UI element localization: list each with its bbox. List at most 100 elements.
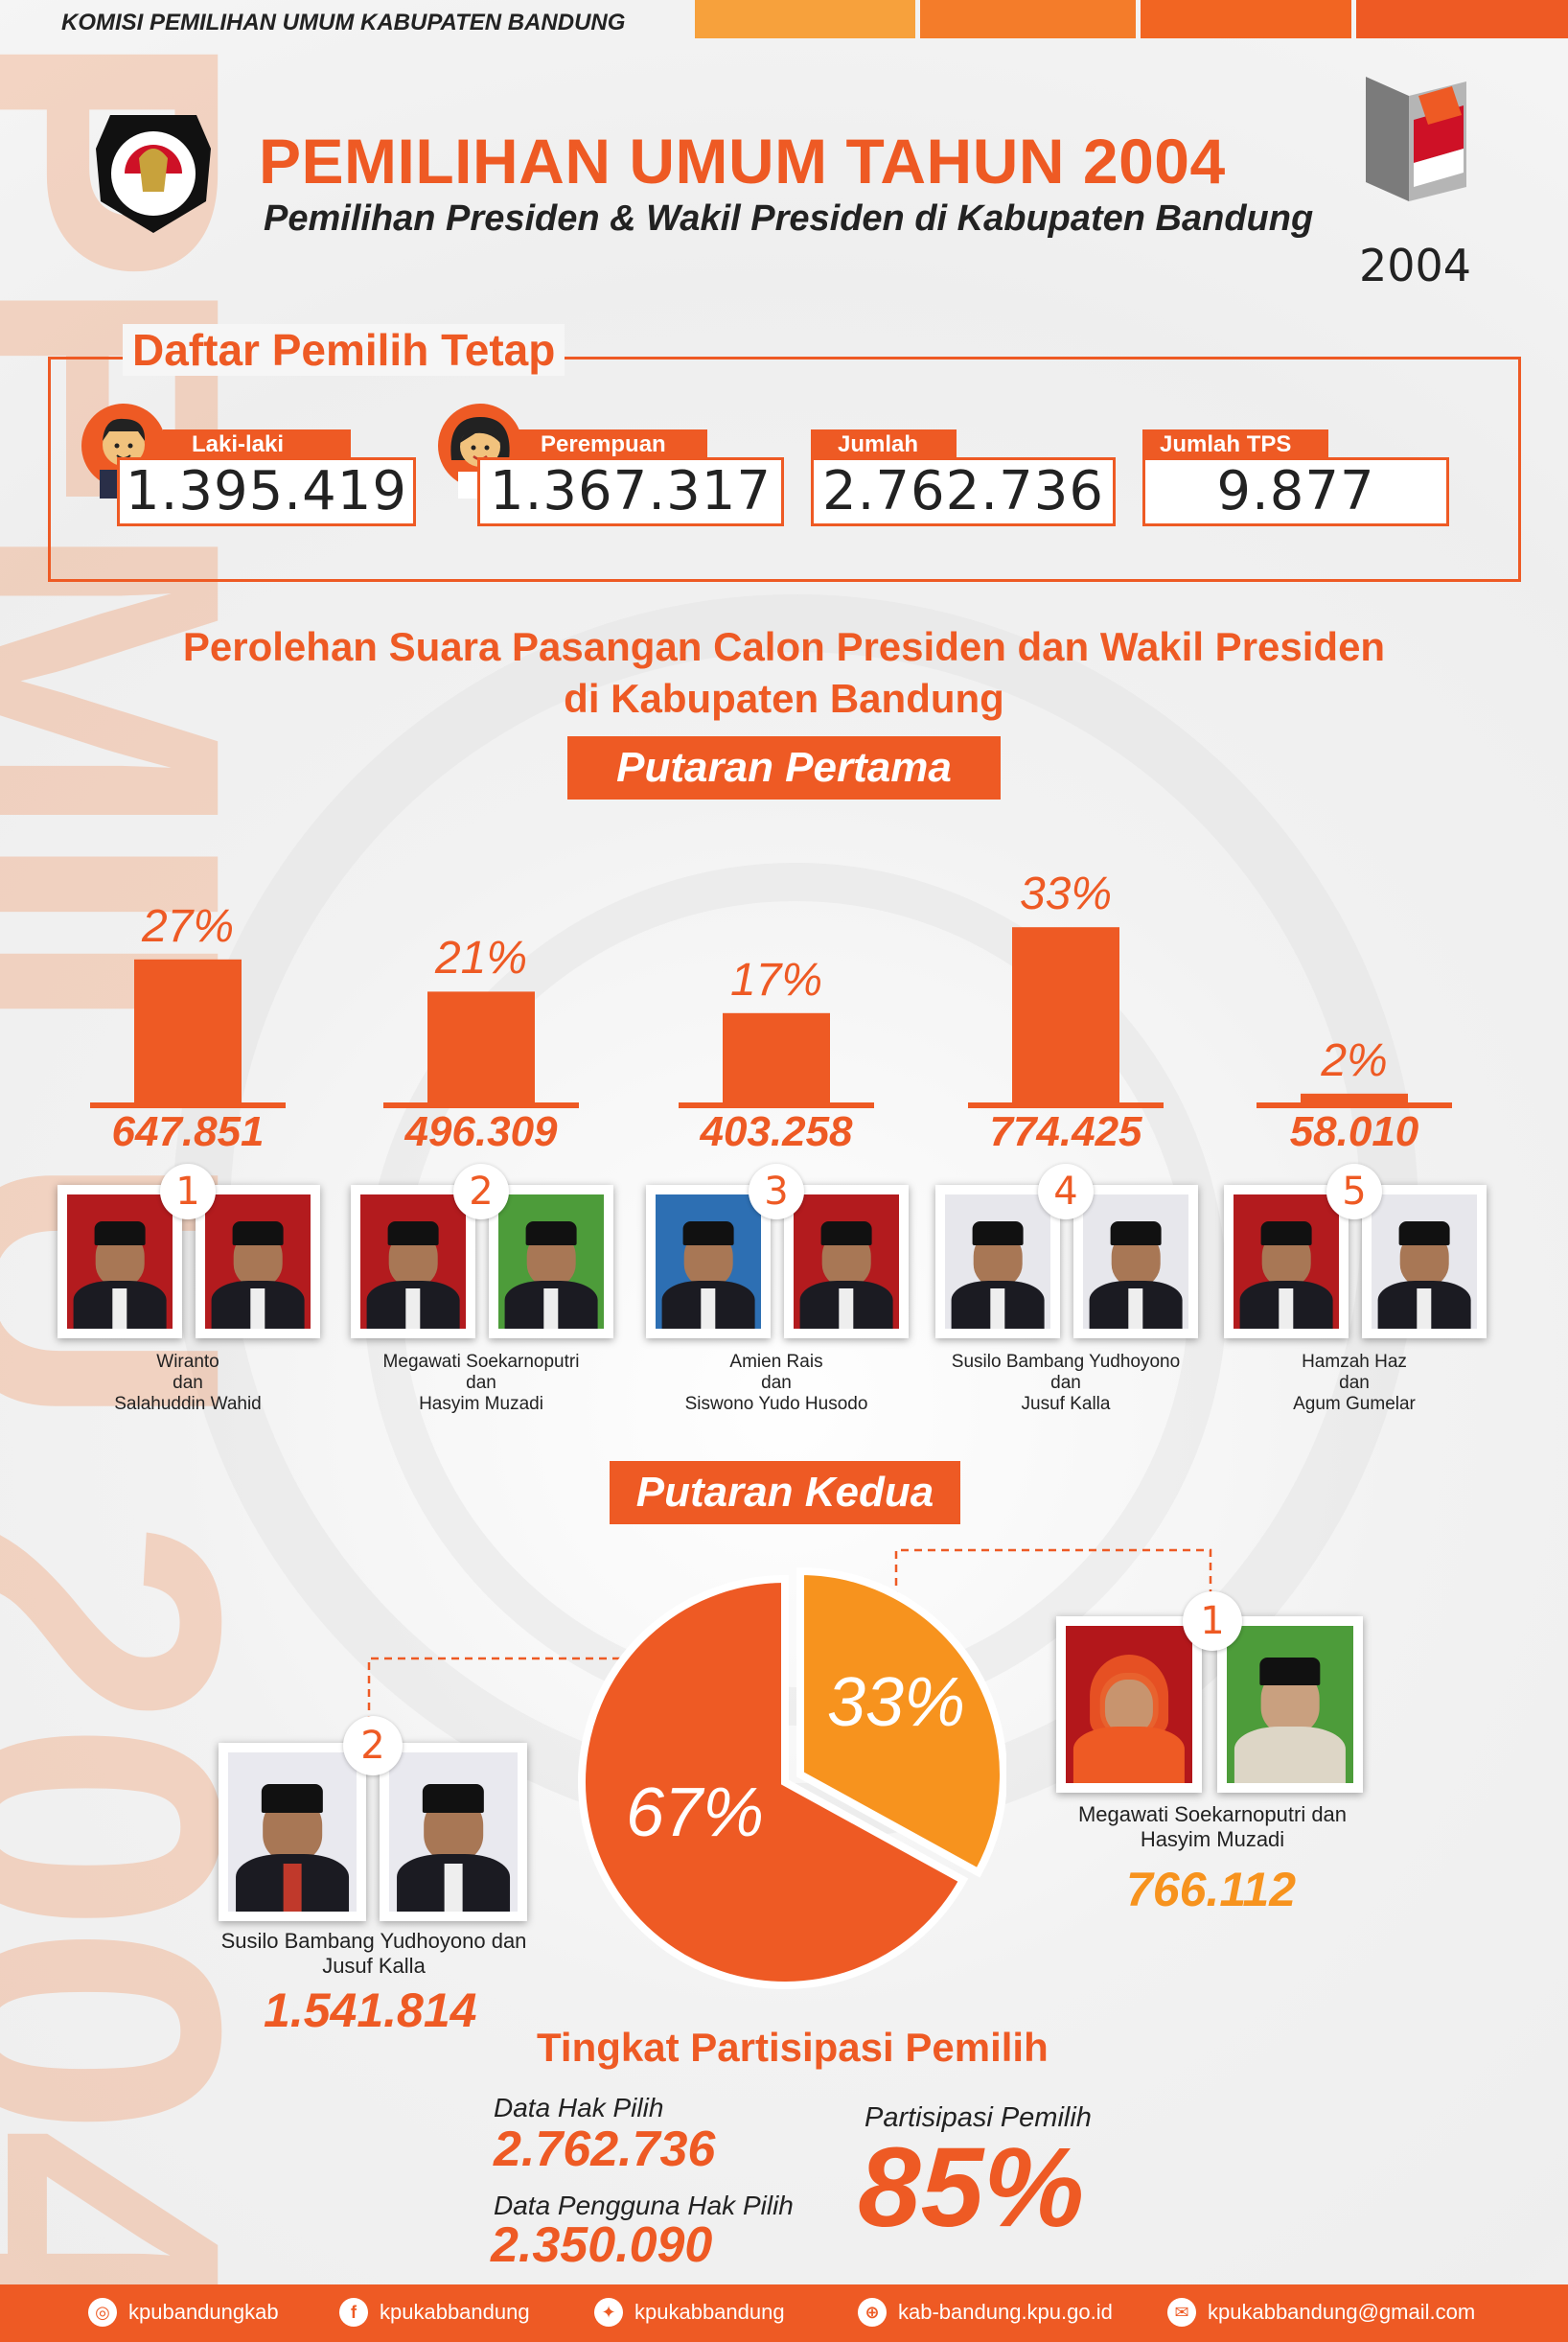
candidate-number-badge: 5 [1326,1164,1382,1219]
partisipasi-value: 85% [858,2124,1085,2251]
page-title: PEMILIHAN UMUM TAHUN 2004 [259,126,1226,197]
pengguna-hak-pilih-label: Data Pengguna Hak Pilih [494,2191,794,2220]
round2-number-badge: 2 [343,1716,403,1775]
footer-website-text: kab-bandung.kpu.go.id [898,2300,1113,2324]
stat-label: Jumlah TPS [1142,429,1328,460]
female-avatar-icon [437,403,523,499]
candidate-name-line2: dan [1050,1373,1081,1393]
round2-banner: Putaran Kedua [610,1461,960,1524]
pie-label-33: 33% [827,1664,965,1741]
bar-value-label: 774.425 [989,1108,1142,1155]
round2-number-badge: 1 [1183,1591,1242,1651]
bar-value-label: 403.258 [700,1108,853,1155]
footer-facebook-text: kpukabbandung [380,2300,530,2324]
stat-label: Jumlah [811,429,957,460]
pie-slice-67 [578,1574,969,1989]
candidate-names: Susilo Bambang Yudhoyono dan Jusuf Kalla [922,1352,1210,1415]
candidate-name-line1: Susilo Bambang Yudhoyono [951,1352,1181,1372]
candidate-name-line2: dan [466,1373,496,1393]
topbar-segment [1141,0,1351,38]
stat-value: 1.367.317 [477,457,784,526]
footer-instagram-text: kpubandungkab [128,2300,279,2324]
candidate-name-line1: Hamzah Haz [1302,1352,1407,1372]
candidate-number-badge: 2 [453,1164,509,1219]
round2-candidate-name: Susilo Bambang Yudhoyono dan Jusuf Kalla [182,1929,565,1979]
round2-photo-president [219,1743,366,1921]
topbar-segment [695,0,915,38]
twitter-icon: ✦ [594,2298,623,2327]
candidate-photo-president [351,1185,475,1338]
participation-title: Tingkat Partisipasi Pemilih [537,2025,1049,2070]
stat-value: 2.762.736 [811,457,1116,526]
candidate-name-line3: Siswono Yudo Husodo [684,1394,868,1414]
page-subtitle: Pemilihan Presiden & Wakil Presiden di K… [264,198,1314,239]
ballot-box-icon [1356,77,1476,230]
candidate-names: Wiranto dan Salahuddin Wahid [44,1352,332,1415]
footer-bar: ◎ kpubandungkab f kpukabbandung ✦ kpukab… [0,2284,1568,2342]
footer-facebook[interactable]: f kpukabbandung [339,2298,530,2327]
candidate-photo-vice [196,1185,320,1338]
dpt-title: Daftar Pemilih Tetap [123,324,565,376]
candidate-photo-vice [1362,1185,1487,1338]
footer-website[interactable]: ⊕ kab-bandung.kpu.go.id [858,2298,1113,2327]
facebook-icon: f [339,2298,368,2327]
footer-email-text: kpukabbandung@gmail.com [1208,2300,1476,2324]
section-title-line2: di Kabupaten Bandung [564,676,1004,721]
candidate-photo-vice [1073,1185,1198,1338]
candidate-number-badge: 3 [749,1164,804,1219]
bar-percent-label: 33% [1019,869,1113,920]
dpt-panel [48,357,1521,582]
email-icon: ✉ [1167,2298,1196,2327]
pie-label-67: 67% [626,1774,764,1851]
pengguna-hak-pilih-value: 2.350.090 [491,2217,713,2273]
bar-value-label: 647.851 [111,1108,265,1155]
partisipasi-label: Partisipasi Pemilih [865,2102,1092,2133]
year-badge: 2004 [1359,240,1472,291]
stat-label: Laki-laki [163,429,351,460]
candidate-name-line2: dan [173,1373,203,1393]
round2-votes: 1.541.814 [264,1983,477,2037]
pie-slice-33 [796,1566,1006,1878]
candidate-names: Amien Rais dan Siswono Yudo Husodo [633,1352,920,1415]
globe-icon: ⊕ [858,2298,887,2327]
stat-value: 1.395.419 [117,457,416,526]
candidate-names: Hamzah Haz dan Agum Gumelar [1211,1352,1498,1415]
candidate-name-line3: Jusuf Kalla [1021,1394,1111,1414]
round1-banner: Putaran Pertama [567,736,1001,800]
topbar-segment [920,0,1136,38]
round2-photo-vice [1217,1616,1363,1793]
bar-percent-label: 21% [434,933,528,985]
hak-pilih-value: 2.762.736 [494,2122,716,2177]
hak-pilih-label: Data Hak Pilih [494,2093,664,2122]
footer-instagram[interactable]: ◎ kpubandungkab [88,2298,279,2327]
round2-name-line2: Hasyim Muzadi [1140,1827,1285,1851]
topbar-segment [1356,0,1568,38]
candidate-photo-vice [784,1185,909,1338]
section-title-line1: Perolehan Suara Pasangan Calon Presiden … [182,624,1386,669]
bar-value-label: 496.309 [404,1108,558,1155]
candidate-photo-president [1224,1185,1349,1338]
round2-photo-president [1056,1616,1202,1793]
bar-percent-label: 17% [729,954,823,1006]
bar-percent-label: 2% [1321,1034,1388,1086]
stat-label: Perempuan [512,429,707,460]
round2-votes: 766.112 [1126,1863,1297,1916]
candidate-photo-president [935,1185,1060,1338]
candidate-name-line1: Wiranto [156,1352,219,1372]
round2-name-line1: Megawati Soekarnoputri dan [1077,1802,1348,1826]
candidate-name-line3: Hasyim Muzadi [419,1394,543,1414]
round2-name-line1: Susilo Bambang Yudhoyono dan [220,1929,527,1953]
candidate-photo-president [646,1185,771,1338]
footer-twitter[interactable]: ✦ kpukabbandung [594,2298,785,2327]
round2-pie-chart: 33% 67% [578,1566,1006,1989]
footer-email[interactable]: ✉ kpukabbandung@gmail.com [1167,2298,1475,2327]
kpu-logo [91,110,216,235]
candidate-name-line2: dan [1339,1373,1370,1393]
candidate-number-badge: 1 [160,1164,216,1219]
round2-name-line2: Jusuf Kalla [322,1954,426,1978]
round2-candidate-name: Megawati Soekarnoputri dan Hasyim Muzadi [1021,1802,1404,1852]
candidate-name-line1: Amien Rais [729,1352,823,1372]
candidate-name-line2: dan [761,1373,792,1393]
bar-percent-label: 27% [141,900,235,952]
